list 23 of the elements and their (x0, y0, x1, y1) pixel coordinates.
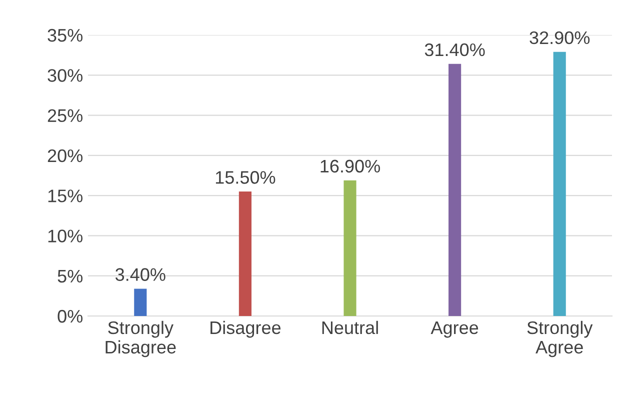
data-label: 31.40% (424, 43, 485, 56)
y-tick-label: 30% (48, 69, 82, 82)
data-label: 15.50% (216, 171, 276, 184)
bar (553, 52, 566, 316)
bar (344, 180, 356, 316)
data-label: 3.40% (115, 268, 166, 281)
x-tick-label: Strongly Agree (527, 320, 593, 358)
y-tick-label: 35% (48, 28, 82, 42)
y-tick-label: 0% (58, 310, 82, 323)
x-tick-label: Neutral (322, 320, 378, 334)
y-tick-label: 20% (48, 149, 82, 162)
bar (448, 64, 462, 316)
y-tick-label: 5% (58, 270, 82, 283)
y-tick-label: 25% (48, 109, 82, 122)
y-tick-label: 10% (48, 230, 82, 242)
x-tick-label: Strongly Disagree (106, 320, 176, 358)
x-tick-label: Agree (430, 322, 478, 338)
data-label: 32.90% (530, 31, 590, 44)
bar (134, 288, 147, 316)
data-label: 16.90% (320, 160, 380, 173)
bar (238, 192, 252, 316)
x-tick-label: Disagree (210, 320, 281, 338)
y-tick-label: 15% (48, 190, 82, 202)
